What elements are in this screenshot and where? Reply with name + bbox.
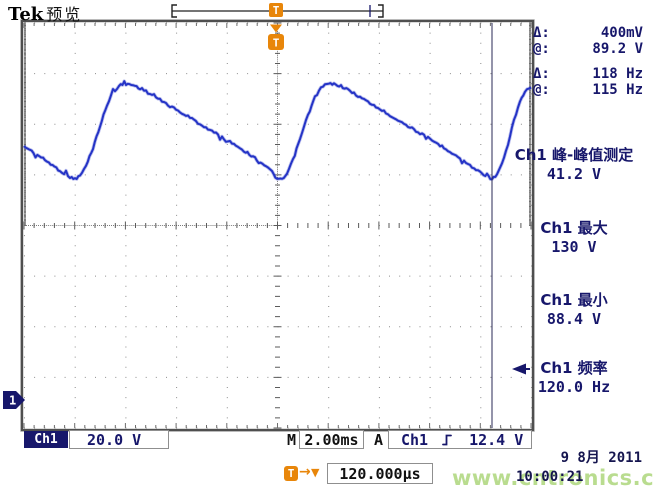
channel1-ground-marker-label: 1 xyxy=(9,394,16,408)
delay-time-value: 120.000µs xyxy=(339,464,421,483)
at-label: @: xyxy=(533,82,550,98)
brand: Tek 预览 xyxy=(8,1,82,25)
measurement-value: 88.4 V xyxy=(546,310,602,328)
acquisition-mode-label: 预览 xyxy=(46,5,83,24)
timebase-label: M xyxy=(287,431,297,449)
measurement-value: 130 V xyxy=(551,238,597,256)
measurement-peak-to-peak: Ch1 峰-峰值测定 41.2 V xyxy=(493,146,655,184)
channel1-scale-readout: 20.0 V xyxy=(69,430,169,449)
right-arrow-icon: → xyxy=(299,464,311,480)
trigger-level-arrow xyxy=(512,363,526,375)
measurement-value: 120.0 Hz xyxy=(537,378,611,396)
record-view-trigger-icon xyxy=(269,3,283,17)
trigger-delay-icon: T xyxy=(284,466,298,481)
cursor-delta-voltage-row: Δ: 400mV xyxy=(533,25,643,41)
date-readout: 9 8月 2011 xyxy=(560,450,642,466)
measurement-title: Ch1 频率 xyxy=(540,359,608,377)
timebase-value: 2.00ms xyxy=(304,430,359,449)
trigger-level-value: 12.4 V xyxy=(469,430,524,449)
tek-logo: Tek xyxy=(8,4,44,25)
cursor-at-voltage-row: @: 89.2 V xyxy=(533,41,643,57)
delay-time-readout: 120.000µs xyxy=(327,463,433,484)
watermark: www.cntronics.com xyxy=(452,466,655,490)
measurement-title: Ch1 最大 xyxy=(540,219,608,237)
measurement-value: 41.2 V xyxy=(546,165,602,183)
at-freq-value: 115 Hz xyxy=(592,82,643,98)
rising-edge-icon xyxy=(442,433,453,447)
cursor-at-freq-row: @: 115 Hz xyxy=(533,82,643,98)
delta-voltage-value: 400mV xyxy=(600,25,643,41)
measurement-frequency: Ch1 频率 120.0 Hz xyxy=(493,359,655,397)
cursor-delta-freq-row: Δ: 118 Hz xyxy=(533,66,643,82)
measurement-min: Ch1 最小 88.4 V xyxy=(493,291,655,329)
time-readout: 10:00:21 xyxy=(516,469,584,485)
trigger-readout: Ch1 12.4 V xyxy=(388,430,532,449)
trigger-mode-label: A xyxy=(374,431,384,449)
trigger-position-marker xyxy=(268,34,284,50)
waveform-trace xyxy=(23,80,532,181)
at-label: @: xyxy=(533,41,550,57)
cursor-readouts: Δ: 400mV @: 89.2 V Δ: 118 Hz @: 115 Hz xyxy=(533,25,643,98)
delta-freq-value: 118 Hz xyxy=(592,66,643,82)
record-view-bracket xyxy=(171,4,384,18)
channel1-badge: Ch1 xyxy=(24,431,68,448)
record-view-trigger-icon-label: T xyxy=(273,4,280,17)
trigger-position-marker-label: T xyxy=(273,37,280,50)
screen-outer-frame xyxy=(20,19,535,432)
measurement-title: Ch1 最小 xyxy=(540,291,608,309)
trigger-position-arrow xyxy=(270,24,282,33)
at-voltage-value: 89.2 V xyxy=(592,41,643,57)
trigger-source: Ch1 xyxy=(401,430,429,449)
delta-label: Δ: xyxy=(533,66,550,82)
measurement-title: Ch1 峰-峰值测定 xyxy=(514,146,634,164)
vertical-scale-value: 20.0 V xyxy=(87,430,142,449)
channel1-ground-marker xyxy=(3,391,25,409)
delta-label: Δ: xyxy=(533,25,550,41)
graticule-edge-ticks xyxy=(23,22,532,428)
measurement-max: Ch1 最大 130 V xyxy=(493,219,655,257)
down-triangle-icon: ▼ xyxy=(311,466,320,479)
timebase-readout: 2.00ms xyxy=(299,430,364,449)
